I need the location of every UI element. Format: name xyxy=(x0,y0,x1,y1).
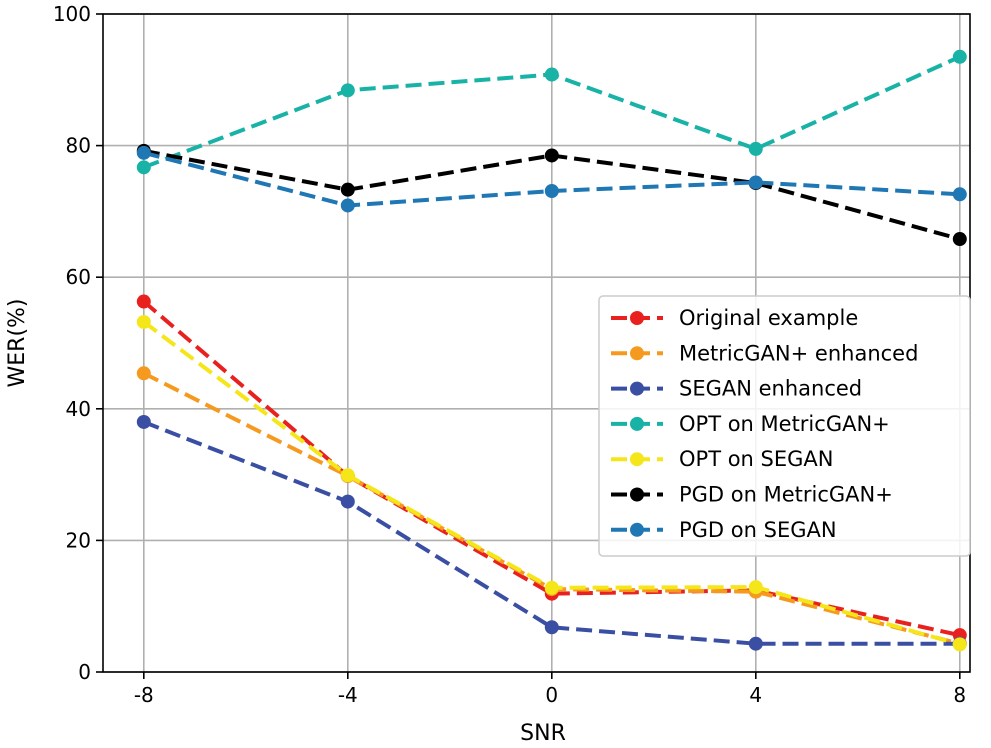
legend-box xyxy=(598,295,971,557)
y-tick-label: 40 xyxy=(66,397,91,421)
data-point xyxy=(544,148,559,163)
data-point xyxy=(748,175,763,190)
data-point xyxy=(544,67,559,82)
legend-marker xyxy=(630,522,644,537)
legend-label: Original example xyxy=(679,306,858,330)
series-pgd-on-metricgan xyxy=(136,143,967,247)
y-tick-label: 80 xyxy=(66,134,91,158)
legend-marker xyxy=(630,452,644,467)
x-tick-label: 8 xyxy=(953,683,966,707)
data-point xyxy=(340,182,355,197)
legend-item: PGD on SEGAN xyxy=(611,518,837,542)
x-tick-label: -8 xyxy=(134,683,154,707)
data-point xyxy=(136,414,151,429)
data-point xyxy=(952,232,967,247)
legend-item: OPT on SEGAN xyxy=(611,447,833,471)
legend-item: SEGAN enhanced xyxy=(611,377,862,401)
legend-marker xyxy=(630,346,644,361)
x-tick-label: 0 xyxy=(545,683,558,707)
legend-label: PGD on MetricGAN+ xyxy=(679,483,893,507)
data-point xyxy=(544,580,559,595)
legend-label: PGD on SEGAN xyxy=(679,518,837,542)
data-point xyxy=(544,184,559,199)
y-tick-label: 60 xyxy=(66,265,91,289)
data-point xyxy=(952,187,967,202)
data-point xyxy=(136,160,151,175)
y-tick-label: 20 xyxy=(66,528,91,552)
series-opt-on-metricgan xyxy=(136,49,967,175)
legend-marker xyxy=(630,416,644,431)
series-group xyxy=(136,49,967,652)
data-point xyxy=(544,620,559,635)
y-axis-title: WER(%) xyxy=(5,298,30,387)
x-tick-label: 4 xyxy=(749,683,762,707)
data-point xyxy=(952,637,967,652)
legend-item: MetricGAN+ enhanced xyxy=(611,341,918,365)
data-point xyxy=(748,636,763,651)
legend-marker xyxy=(630,381,644,396)
legend-marker xyxy=(630,311,644,325)
legend: Original example MetricGAN+ enhanced SEGAN… xyxy=(598,295,971,557)
legend-label: MetricGAN+ enhanced xyxy=(679,341,918,365)
data-point xyxy=(340,468,355,483)
data-point xyxy=(340,83,355,98)
data-point xyxy=(952,49,967,64)
data-point xyxy=(748,580,763,595)
data-point xyxy=(136,314,151,329)
legend-marker xyxy=(630,487,644,502)
series-pgd-on-segan xyxy=(136,145,967,213)
x-axis-title: SNR xyxy=(520,721,566,746)
legend-label: OPT on MetricGAN+ xyxy=(679,412,890,436)
series-opt-on-segan xyxy=(136,314,967,652)
legend-item: Original example xyxy=(611,306,858,330)
legend-label: OPT on SEGAN xyxy=(679,447,833,471)
legend-label: SEGAN enhanced xyxy=(679,377,862,401)
data-point xyxy=(136,366,151,381)
legend-item: OPT on MetricGAN+ xyxy=(611,412,890,436)
x-tick-label: -4 xyxy=(338,683,358,707)
legend-item: PGD on MetricGAN+ xyxy=(611,483,893,507)
y-tick-label: 0 xyxy=(78,660,91,684)
series-line xyxy=(143,420,960,646)
data-point xyxy=(340,198,355,213)
data-point xyxy=(340,494,355,509)
y-tick-label: 100 xyxy=(53,2,91,26)
data-point xyxy=(136,294,151,309)
data-point xyxy=(136,145,151,160)
data-point xyxy=(748,141,763,156)
